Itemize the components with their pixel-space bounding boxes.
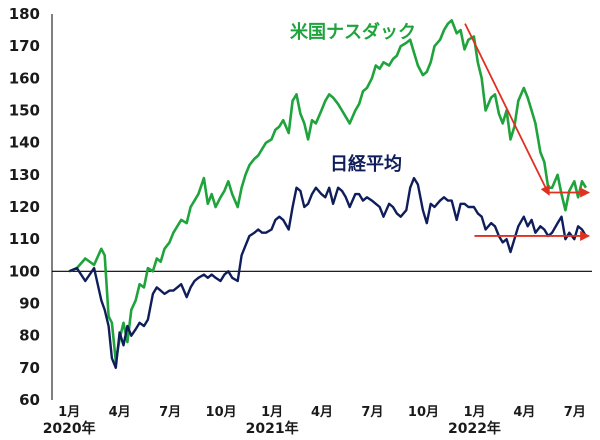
- year-label: 2022年: [448, 420, 501, 437]
- x-tick-label: 10月: [408, 405, 439, 420]
- trend-arrow: [464, 23, 550, 196]
- y-axis-ticks: 60 70 80 90 100 110 120 130 140 150 160 170 180: [9, 5, 40, 409]
- y-tick-label: 180: [9, 5, 40, 23]
- series-label-nasdaq: 米国ナスダック: [290, 21, 416, 43]
- x-tick-label: 7月: [159, 405, 181, 420]
- x-tick-label: 4月: [513, 405, 535, 420]
- y-tick-label: 60: [19, 391, 40, 409]
- x-tick-label: 1月: [463, 405, 485, 420]
- x-tick-label: 1月: [58, 405, 80, 420]
- trend-arrows: [464, 23, 591, 241]
- y-tick-label: 110: [9, 230, 40, 248]
- y-tick-label: 70: [19, 359, 40, 377]
- year-label: 2020年: [43, 420, 96, 437]
- series-line-nikkei: [68, 176, 587, 369]
- series-line-nasdaq: [68, 19, 588, 363]
- x-tick-label: 1月: [261, 405, 283, 420]
- y-tick-label: 150: [9, 102, 40, 120]
- x-tick-label: 7月: [361, 405, 383, 420]
- x-tick-label: 7月: [564, 405, 586, 420]
- x-tick-label: 4月: [109, 405, 131, 420]
- year-label: 2021年: [246, 420, 299, 437]
- x-tick-label: 10月: [206, 405, 237, 420]
- series-lines: [68, 19, 588, 369]
- y-tick-label: 90: [19, 295, 40, 313]
- y-tick-label: 120: [9, 198, 40, 216]
- y-tick-label: 100: [9, 262, 40, 280]
- y-tick-label: 160: [9, 69, 40, 87]
- x-tick-label: 4月: [311, 405, 333, 420]
- y-tick-label: 170: [9, 37, 40, 55]
- x-axis-ticks: 1月 4月 7月 10月 1月 4月 7月 10月 1月 4月 7月: [58, 405, 586, 420]
- y-tick-label: 140: [9, 134, 40, 152]
- series-label-nikkei: 日経平均: [330, 153, 402, 175]
- y-tick-label: 80: [19, 327, 40, 345]
- y-tick-label: 130: [9, 166, 40, 184]
- year-labels: 2020年 2021年 2022年: [43, 420, 501, 437]
